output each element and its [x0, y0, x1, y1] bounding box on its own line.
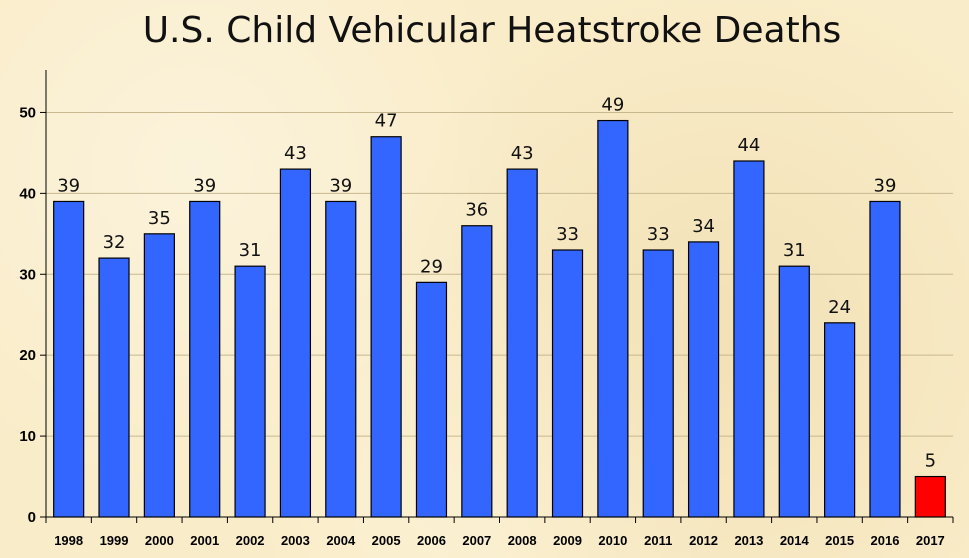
- x-tick-label-2003: 2003: [281, 533, 310, 548]
- bar-2006: [415, 281, 448, 518]
- x-tick-label-2015: 2015: [825, 533, 854, 548]
- x-axis: 1998 1999 2000 2001 2002 2003 2004 2005 2006 2007…: [45, 516, 954, 548]
- y-tick-label: 0: [28, 509, 36, 526]
- bar-2005: [370, 136, 402, 518]
- x-tick-label-2005: 2005: [372, 533, 401, 548]
- data-label-2005: 47: [375, 111, 398, 132]
- bar-2015: [824, 322, 856, 518]
- data-label-2012: 34: [692, 216, 715, 237]
- data-labels: 39 32 35 39 31 43 39 47 29 36 43 33 49 33 34 44 31 24 39 5: [57, 95, 936, 472]
- data-label-2006: 29: [420, 256, 443, 277]
- x-tick-label-2012: 2012: [689, 533, 718, 548]
- bars: [53, 119, 946, 518]
- x-tick-label-2007: 2007: [462, 533, 491, 548]
- x-tick-label-2008: 2008: [508, 533, 537, 548]
- data-label-1998: 39: [57, 175, 80, 196]
- y-axis: 0 10 20 30 40 50: [19, 70, 47, 526]
- bar-2002: [234, 265, 266, 518]
- y-tick-label: 20: [19, 347, 36, 364]
- data-label-2016: 39: [874, 175, 897, 196]
- bar-2017: [914, 475, 946, 518]
- data-label-2008: 43: [511, 143, 534, 164]
- x-tick-label-2001: 2001: [190, 533, 219, 548]
- bar-2008: [506, 168, 538, 518]
- x-tick-label-2016: 2016: [871, 533, 900, 548]
- x-tick-label-2004: 2004: [326, 533, 356, 548]
- bar-2014: [778, 265, 810, 518]
- gridlines: [46, 111, 953, 437]
- x-tick-label-2006: 2006: [417, 533, 446, 548]
- data-label-2004: 39: [329, 175, 352, 196]
- x-tick-label-1998: 1998: [54, 533, 83, 548]
- bar-2009: [551, 249, 584, 518]
- bar-1999: [98, 257, 130, 518]
- bar-1998: [53, 200, 85, 518]
- bar-2013: [733, 160, 765, 518]
- data-label-2000: 35: [148, 208, 171, 229]
- bar-2010: [597, 119, 629, 518]
- bar-2004: [325, 200, 357, 518]
- x-tick-label-2014: 2014: [780, 533, 810, 548]
- data-label-1999: 32: [103, 232, 126, 253]
- y-tick-label: 40: [19, 185, 36, 202]
- data-label-2015: 24: [828, 297, 851, 318]
- bar-2000: [143, 233, 175, 518]
- data-label-2017: 5: [925, 451, 936, 472]
- data-label-2003: 43: [284, 143, 307, 164]
- x-tick-label-2002: 2002: [236, 533, 265, 548]
- x-tick-label-1999: 1999: [100, 533, 129, 548]
- x-tick-label-2010: 2010: [598, 533, 627, 548]
- data-label-2011: 33: [647, 224, 670, 245]
- chart-title: U.S. Child Vehicular Heatstroke Deaths: [143, 10, 842, 51]
- data-label-2001: 39: [193, 175, 216, 196]
- bar-2016: [869, 200, 901, 518]
- data-label-2013: 44: [737, 135, 760, 156]
- data-label-2007: 36: [465, 200, 488, 221]
- x-tick-label-2017: 2017: [916, 533, 945, 548]
- x-tick-label-2011: 2011: [644, 533, 672, 548]
- x-tick-label-2009: 2009: [553, 533, 582, 548]
- bar-2012: [687, 241, 720, 518]
- bar-2007: [461, 225, 493, 518]
- data-label-2002: 31: [239, 240, 262, 261]
- bar-2011: [642, 249, 674, 518]
- data-label-2014: 31: [783, 240, 806, 261]
- y-tick-label: 10: [19, 428, 36, 445]
- x-tick-label-2000: 2000: [145, 533, 174, 548]
- data-label-2009: 33: [556, 224, 579, 245]
- bar-2003: [279, 168, 312, 518]
- x-tick-label-2013: 2013: [734, 533, 763, 548]
- data-label-2010: 49: [601, 95, 624, 116]
- y-tick-label: 30: [19, 266, 36, 283]
- bar-2001: [189, 200, 221, 518]
- y-tick-label: 50: [19, 104, 36, 121]
